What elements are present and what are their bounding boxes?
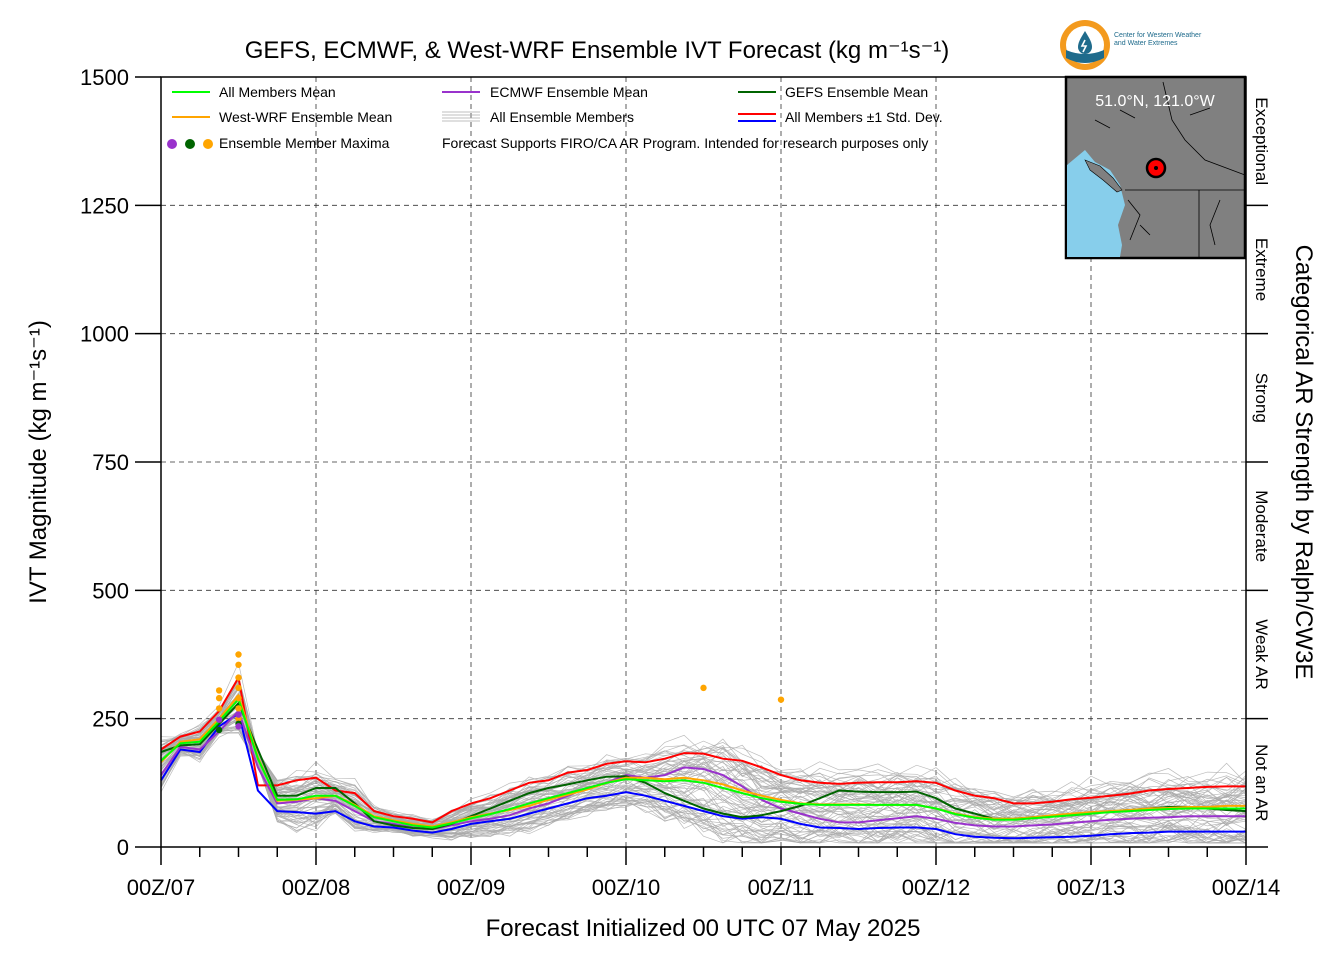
legend-all-members: All Ensemble Members bbox=[490, 109, 634, 125]
x-tick-label: 00Z/08 bbox=[282, 875, 351, 900]
ensemble-member-line bbox=[160, 679, 1247, 823]
series-lines bbox=[160, 674, 1247, 840]
maxima-dot-wrf bbox=[235, 674, 242, 681]
legend-ecmwf-mean: ECMWF Ensemble Mean bbox=[490, 84, 648, 100]
x-tick-label: 00Z/07 bbox=[127, 875, 196, 900]
ensemble-member-line bbox=[160, 709, 1247, 843]
x-tick-label: 00Z/14 bbox=[1212, 875, 1281, 900]
maxima-dot-ecmwf bbox=[215, 716, 223, 723]
maxima-dot-wrf bbox=[235, 705, 242, 712]
y-tick-label: 500 bbox=[92, 578, 129, 603]
ensemble-member-line bbox=[160, 675, 1247, 825]
y-tick-label: 0 bbox=[117, 835, 129, 860]
category-label: Strong bbox=[1252, 373, 1271, 423]
maxima-dots bbox=[215, 651, 785, 734]
x-tick-label: 00Z/12 bbox=[902, 875, 971, 900]
x-tick-label: 00Z/10 bbox=[592, 875, 661, 900]
maxima-dot-wrf bbox=[235, 651, 242, 658]
legend-gefs-mean: GEFS Ensemble Mean bbox=[785, 84, 928, 100]
maxima-dot-gefs bbox=[215, 726, 223, 734]
y-tick-label: 1250 bbox=[80, 193, 129, 218]
maxima-dot-wrf bbox=[235, 684, 242, 692]
ensemble-member-line bbox=[160, 676, 1247, 824]
category-label: Not an AR bbox=[1252, 744, 1271, 822]
series-line-ecmwf_mean bbox=[160, 709, 1246, 831]
maxima-dot-wrf bbox=[215, 687, 223, 694]
y-tick-label: 250 bbox=[92, 707, 129, 732]
legend-maxima: Ensemble Member Maxima bbox=[219, 135, 390, 151]
legend-std: All Members ±1 Std. Dev. bbox=[785, 109, 943, 125]
ensemble-member-line bbox=[160, 681, 1247, 825]
category-label: Extreme bbox=[1252, 238, 1271, 301]
location-inset-map: 51.0°N, 121.0°W bbox=[1064, 75, 1247, 260]
y-axis-label: IVT Magnitude (kg m⁻¹s⁻¹) bbox=[25, 320, 52, 604]
ensemble-member-line bbox=[160, 718, 1247, 844]
ensemble-member-line bbox=[160, 732, 1247, 844]
y-tick-label: 750 bbox=[92, 450, 129, 475]
ensemble-member-line bbox=[160, 675, 1247, 823]
maxima-dot-ecmwf bbox=[235, 711, 242, 718]
ensemble-member-line bbox=[160, 725, 1247, 844]
y-tick-label: 1000 bbox=[80, 322, 129, 347]
category-band-labels: Not an AR Weak AR Moderate Strong Extreme Exc… bbox=[1246, 97, 1271, 848]
ensemble-member-line bbox=[160, 729, 1247, 844]
category-label: Moderate bbox=[1252, 490, 1271, 562]
maxima-dot-ecmwf bbox=[235, 723, 242, 730]
category-label: Weak AR bbox=[1252, 619, 1271, 690]
category-label: Exceptional bbox=[1252, 97, 1271, 185]
legend-wrf-mean: West-WRF Ensemble Mean bbox=[219, 109, 392, 125]
maxima-dot-wrf bbox=[777, 696, 785, 703]
cw3e-logo: Center for Western Weather and Water Ext… bbox=[1058, 18, 1258, 72]
ensemble-member-line bbox=[160, 678, 1247, 824]
legend-all-mean: All Members Mean bbox=[219, 84, 336, 100]
maxima-dot-wrf bbox=[215, 705, 223, 712]
right-axis-label: Categorical AR Strength by Ralph/CW3E bbox=[1290, 245, 1317, 680]
ensemble-member-line bbox=[160, 727, 1247, 844]
ensemble-member-line bbox=[160, 720, 1247, 844]
x-tick-label: 00Z/09 bbox=[437, 875, 506, 900]
maxima-dot-wrf bbox=[235, 694, 242, 702]
ensemble-member-line bbox=[160, 675, 1247, 824]
legend: All Members Mean ECMWF Ensemble Mean GEF… bbox=[167, 84, 943, 151]
y-tick-label: 1500 bbox=[80, 65, 129, 90]
ensemble-member-line bbox=[160, 718, 1247, 844]
series-line-std_upper bbox=[160, 674, 1246, 824]
ensemble-members bbox=[160, 661, 1247, 844]
inset-vancouver-island bbox=[1084, 159, 1123, 193]
logo-line-2: and Water Extremes bbox=[1114, 40, 1178, 47]
axes-ticks: 0 250 500 750 1000 1250 1500 00Z/07 00Z/08 00Z/09… bbox=[80, 65, 1280, 900]
inset-location-label: 51.0°N, 121.0°W bbox=[1095, 93, 1215, 110]
chart-title: GEFS, ECMWF, & West-WRF Ensemble IVT For… bbox=[245, 37, 950, 64]
x-tick-label: 00Z/11 bbox=[748, 875, 815, 900]
x-axis-label: Forecast Initialized 00 UTC 07 May 2025 bbox=[486, 915, 921, 942]
maxima-dot-wrf bbox=[700, 684, 707, 692]
maxima-dot-wrf bbox=[235, 661, 242, 668]
logo-line-1: Center for Western Weather bbox=[1114, 32, 1202, 39]
cw3e-logo-icon bbox=[1060, 20, 1110, 70]
maxima-dot-wrf bbox=[215, 694, 223, 702]
series-line-std_lower bbox=[160, 711, 1246, 840]
legend-note: Forecast Supports FIRO/CA AR Program. In… bbox=[442, 135, 928, 151]
x-tick-label: 00Z/13 bbox=[1057, 875, 1126, 900]
series-line-all_mean bbox=[160, 697, 1246, 829]
